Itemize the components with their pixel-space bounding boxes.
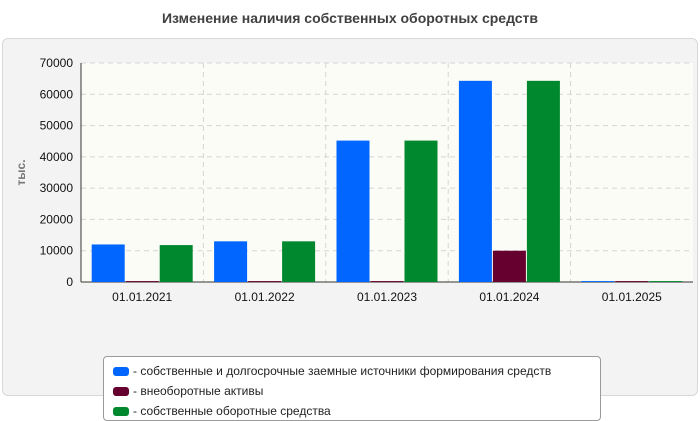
bar [404, 140, 438, 282]
legend-swatch [113, 406, 129, 416]
bar [91, 244, 125, 282]
bar [336, 140, 370, 282]
bar [649, 281, 683, 282]
bar [370, 281, 404, 282]
bar [615, 281, 649, 282]
bar [492, 250, 526, 282]
bar [581, 281, 615, 282]
y-tick-label: 30000 [40, 181, 74, 195]
x-tick-label: 01.01.2023 [357, 290, 417, 304]
bar [159, 245, 193, 282]
legend-label: - собственные оборотные средства [133, 404, 331, 418]
x-tick-label: 01.01.2021 [112, 290, 172, 304]
legend-label: - внеоборотные активы [133, 384, 264, 398]
x-tick-label: 01.01.2025 [602, 290, 662, 304]
bar [526, 80, 560, 282]
y-axis-label: тыс. [14, 159, 28, 185]
chart-title: Изменение наличия собственных оборотных … [161, 10, 539, 26]
y-tick-label: 50000 [40, 119, 74, 133]
bar [214, 241, 248, 282]
y-tick-label: 60000 [40, 87, 74, 101]
x-tick-label: 01.01.2024 [479, 290, 539, 304]
x-tick-label: 01.01.2022 [235, 290, 295, 304]
y-tick-label: 70000 [40, 56, 74, 70]
legend-item: - внеоборотные активы [113, 381, 600, 401]
y-tick-label: 0 [66, 275, 73, 289]
y-tick-label: 40000 [40, 150, 74, 164]
legend-swatch [113, 366, 129, 376]
bar [125, 281, 159, 282]
legend: - собственные и долгосрочные заемные ист… [103, 356, 601, 421]
legend-swatch [113, 386, 129, 396]
y-tick-label: 10000 [40, 244, 74, 258]
bar [248, 281, 282, 282]
bar [458, 80, 492, 282]
y-tick-label: 20000 [40, 212, 74, 226]
chart-panel: 0 10000 20000 30000 40000 50000 60000 70000 тыс.… [2, 38, 698, 421]
bar-chart: 0 10000 20000 30000 40000 50000 60000 70000 тыс.… [14, 56, 693, 304]
legend-item: - собственные и долгосрочные заемные ист… [113, 361, 600, 381]
legend-item: - собственные оборотные средства [113, 401, 600, 421]
legend-label: - собственные и долгосрочные заемные ист… [133, 364, 552, 378]
bar [282, 241, 316, 282]
